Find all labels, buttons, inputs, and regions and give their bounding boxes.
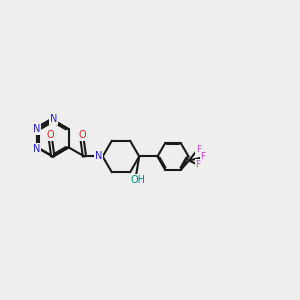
Text: N: N	[50, 114, 57, 124]
Text: N: N	[95, 152, 103, 161]
Text: O: O	[47, 130, 54, 140]
Text: N: N	[33, 124, 41, 134]
Text: OH: OH	[130, 175, 145, 185]
Text: F: F	[195, 160, 200, 169]
Text: F: F	[196, 145, 201, 154]
Text: F: F	[201, 152, 206, 161]
Text: N: N	[33, 144, 40, 154]
Text: O: O	[78, 130, 86, 140]
